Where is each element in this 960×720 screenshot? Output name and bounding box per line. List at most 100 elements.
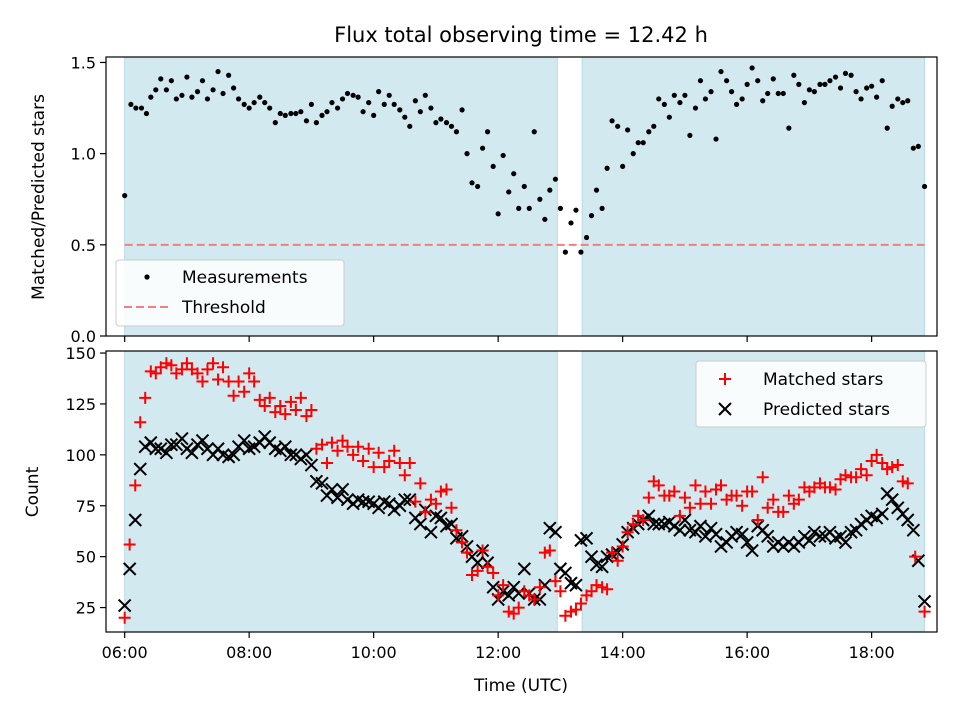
measurement-point [646, 129, 652, 135]
y-tick-label: 100 [65, 446, 96, 465]
bottom-legend-box [695, 360, 927, 428]
measurement-point [329, 99, 335, 106]
measurement-point [122, 192, 128, 199]
predicted-star-point [299, 448, 314, 462]
matched-star-point [123, 538, 136, 551]
measurement-point [531, 129, 537, 135]
predicted-star-point [237, 433, 251, 448]
measurement-point [728, 89, 735, 95]
measurement-point [739, 96, 745, 102]
measurement-point [651, 123, 657, 129]
matched-star-point [269, 406, 282, 419]
predicted-star-point [195, 433, 210, 448]
matched-star-point [191, 367, 204, 380]
predicted-star-point [760, 529, 775, 544]
matched-star-point [870, 448, 883, 461]
measurement-point [319, 112, 325, 118]
measurement-point [837, 85, 844, 91]
matched-star-point [792, 493, 805, 506]
predicted-star-point [802, 533, 817, 548]
measurement-point [801, 99, 808, 106]
matched-star-point [668, 485, 681, 498]
measurement-point [568, 220, 574, 226]
matched-star-point [642, 491, 655, 504]
predicted-star-point [133, 462, 147, 476]
matched-star-point [414, 477, 427, 490]
measurement-point [464, 151, 470, 157]
measurement-point [282, 112, 288, 118]
matched-star-point [543, 544, 556, 557]
measurement-point [760, 98, 766, 104]
matched-star-point [487, 566, 500, 579]
y-tick-label: 1.5 [71, 53, 96, 72]
matched-star-point [263, 391, 276, 404]
matched-star-point [507, 607, 520, 620]
measurement-point [459, 107, 465, 113]
matched-star-point [585, 585, 598, 598]
matched-star-point [362, 442, 375, 455]
matched-star-point [207, 357, 220, 370]
measurement-point [526, 205, 532, 211]
measurement-point [682, 92, 688, 98]
measurement-point [547, 187, 553, 193]
matched-star-point [492, 589, 505, 602]
predicted-star-point [325, 482, 339, 497]
matched-star-point [238, 385, 251, 398]
matched-star-point [497, 579, 510, 592]
x-tick-label: 14:00 [600, 643, 646, 662]
measurement-point [765, 90, 771, 97]
measurement-point [895, 96, 901, 102]
matched-star-point [212, 373, 225, 386]
matched-star-point [456, 536, 469, 549]
matched-star-point [294, 391, 307, 404]
bottom-y-axis-label: Count [23, 466, 43, 517]
predicted-star-point [164, 437, 179, 452]
measurement-point [179, 92, 185, 98]
matched-star-point [891, 459, 904, 472]
measurement-point [702, 96, 709, 102]
legend-measurements-marker [144, 274, 150, 280]
matched-star-point [694, 497, 707, 510]
predicted-star-point [185, 446, 199, 460]
matched-star-point [253, 393, 266, 406]
measurement-point [516, 205, 522, 211]
measurement-point [578, 249, 584, 255]
bottom-legend: Matched stars Predicted stars [695, 360, 927, 428]
y-tick-label: 0.5 [71, 236, 96, 255]
matched-star-point [388, 444, 401, 457]
predicted-star-point [584, 549, 599, 564]
predicted-star-point [854, 517, 868, 531]
x-tick-label: 12:00 [475, 643, 521, 662]
measurement-point [366, 99, 372, 106]
predicted-star-point [885, 492, 899, 507]
matched-star-point [777, 505, 790, 518]
measurement-point [194, 89, 201, 95]
measurement-point [724, 78, 730, 84]
matched-star-point [419, 505, 432, 518]
matched-star-point [232, 375, 245, 388]
legend-matched-label: Matched stars [763, 370, 883, 390]
measurement-point [604, 165, 610, 171]
predicted-star-point [875, 507, 889, 521]
matched-star-point [450, 524, 463, 537]
measurement-point [313, 120, 319, 126]
predicted-star-point [434, 511, 448, 525]
measurement-point [879, 78, 885, 84]
measurement-point [733, 101, 740, 108]
matched-star-point [315, 438, 328, 451]
matched-star-point [699, 485, 712, 498]
measurement-point [293, 110, 299, 117]
measurement-point [143, 110, 150, 117]
measurement-point [241, 101, 247, 108]
matched-star-point [284, 395, 297, 408]
matched-star-point [569, 603, 582, 616]
matched-star-point [528, 593, 541, 606]
y-tick-label: 1.0 [71, 145, 96, 164]
measurement-point [428, 105, 434, 111]
predicted-star-point [304, 458, 319, 472]
measurement-point [267, 105, 273, 111]
matched-star-point [258, 399, 271, 412]
bottom-plot-frame [105, 350, 938, 633]
predicted-star-point [175, 431, 189, 446]
x-tick-label: 18:00 [849, 643, 895, 662]
